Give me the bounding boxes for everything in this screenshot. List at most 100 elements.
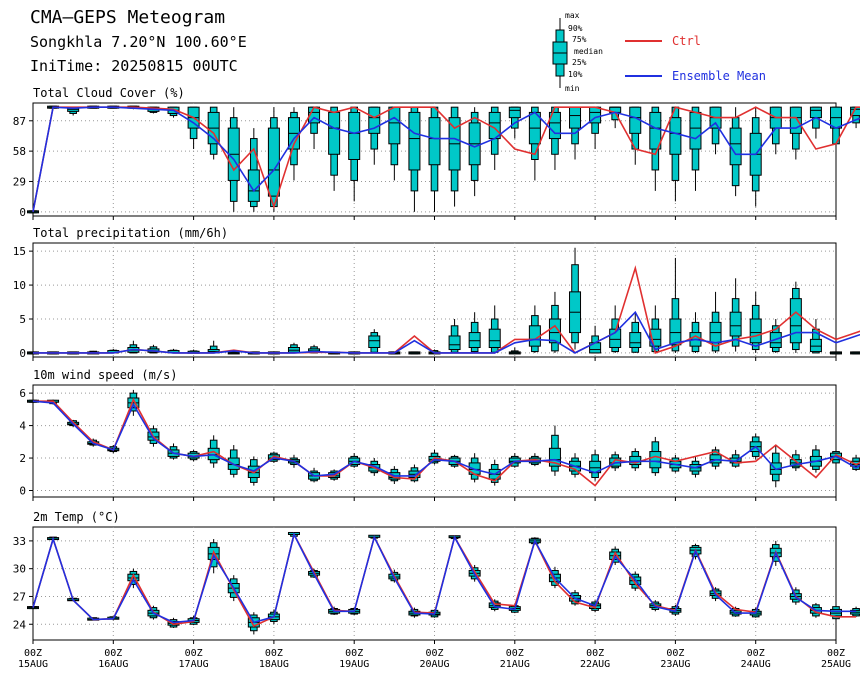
- box-inner: [729, 127, 742, 166]
- y-tick-label: 87: [13, 115, 26, 128]
- box-inner: [789, 298, 802, 344]
- box-plot: [27, 210, 39, 214]
- legend-box-label: 90%: [568, 24, 583, 33]
- box-plot: [609, 451, 622, 472]
- y-tick-label: 24: [13, 618, 27, 631]
- y-tick-label: 10: [13, 279, 26, 292]
- box-plot: [669, 106, 682, 202]
- box-plot: [769, 106, 782, 155]
- panel: Total precipitation (mm/6h) 0 5 10 15: [13, 226, 860, 361]
- box-plot: [689, 106, 702, 191]
- box-inner: [488, 328, 501, 348]
- x-axis-labels: 00Z15AUG00Z16AUG00Z17AUG00Z18AUG00Z19AUG…: [18, 648, 851, 670]
- y-tick-label: 33: [13, 535, 26, 548]
- box-inner: [468, 332, 481, 349]
- legend-box-label: max: [565, 11, 580, 20]
- box-inner: [669, 318, 682, 346]
- box-plot: [629, 312, 642, 353]
- legend-box-label: 75%: [572, 35, 587, 44]
- box-plot: [709, 106, 722, 155]
- box-inner: [649, 111, 662, 150]
- box-inner: [348, 111, 361, 160]
- box-inner: [267, 127, 280, 197]
- panel-title: Total Cloud Cover (%): [33, 86, 185, 100]
- box-plot: [589, 325, 602, 354]
- x-tick-date: 24AUG: [741, 659, 771, 670]
- init-time-label: IniTime: 20250815 00UTC: [30, 57, 238, 75]
- box-inner: [789, 106, 802, 134]
- box-inner: [809, 338, 822, 353]
- x-tick-date: 25AUG: [821, 659, 851, 670]
- x-tick-date: 22AUG: [580, 659, 610, 670]
- box-inner: [328, 111, 341, 155]
- y-tick-label: 6: [19, 387, 26, 400]
- x-tick-hour: 00Z: [24, 648, 42, 659]
- panel: 10m wind speed (m/s) 0 2 4 6: [19, 368, 860, 501]
- panel-title: 2m Temp (°C): [33, 510, 120, 524]
- box-inner: [669, 117, 682, 155]
- panel-title: Total precipitation (mm/6h): [33, 226, 228, 240]
- box-plot: [749, 107, 762, 207]
- x-tick-hour: 00Z: [586, 648, 604, 659]
- box-plot: [729, 606, 742, 617]
- box-inner: [548, 111, 561, 140]
- x-tick-date: 19AUG: [339, 659, 369, 670]
- legend-mean-label: Ensemble Mean: [672, 69, 766, 83]
- box-inner: [368, 106, 381, 134]
- box-plot: [629, 448, 642, 472]
- box-plot: [809, 445, 822, 473]
- box-plot: [769, 319, 782, 353]
- x-tick-date: 23AUG: [660, 659, 690, 670]
- x-tick-hour: 00Z: [345, 648, 363, 659]
- x-tick-hour: 00Z: [827, 648, 845, 659]
- box-plot: [428, 106, 441, 212]
- box-plot: [809, 319, 822, 354]
- y-tick-label: 15: [13, 245, 26, 258]
- box-plot: [328, 106, 341, 191]
- box-inner: [548, 447, 561, 467]
- box-inner: [629, 332, 642, 349]
- box-plot: [508, 106, 521, 139]
- legend-box-label: 25%: [572, 58, 587, 67]
- y-tick-label: 58: [13, 145, 26, 158]
- x-tick-hour: 00Z: [666, 648, 684, 659]
- box-plot: [729, 107, 742, 197]
- box-plot: [850, 351, 860, 355]
- box-plot: [187, 106, 200, 150]
- x-tick-date: 20AUG: [419, 659, 449, 670]
- box-plot: [448, 319, 461, 353]
- box-plot: [569, 247, 582, 350]
- box-plot: [830, 603, 842, 621]
- ensemble-mean-line: [32, 400, 860, 477]
- x-tick-hour: 00Z: [506, 648, 524, 659]
- legend-ctrl-label: Ctrl: [672, 34, 701, 48]
- x-tick-hour: 00Z: [265, 648, 283, 659]
- x-tick-date: 18AUG: [259, 659, 289, 670]
- y-tick-label: 5: [19, 313, 26, 326]
- y-tick-label: 29: [13, 175, 26, 188]
- y-tick-label: 4: [19, 420, 26, 433]
- box-plot: [348, 106, 361, 202]
- box-plot: [287, 342, 300, 354]
- box-plot: [789, 281, 802, 353]
- ensemble-mean-line: [32, 532, 857, 624]
- box-plot: [609, 305, 622, 353]
- y-tick-label: 2: [19, 452, 26, 465]
- box-plot: [649, 106, 662, 191]
- x-tick-hour: 00Z: [425, 648, 443, 659]
- box-plot: [830, 351, 842, 355]
- box-plot: [789, 106, 802, 160]
- x-tick-date: 15AUG: [18, 659, 48, 670]
- box-plot: [488, 305, 501, 353]
- x-tick-date: 17AUG: [179, 659, 209, 670]
- box-plot: [689, 312, 702, 353]
- box-inner: [207, 447, 220, 461]
- box-plot: [508, 347, 521, 355]
- box-plot: [127, 568, 140, 589]
- box-plot: [749, 291, 762, 353]
- panel: 2m Temp (°C) 24 27 30 33: [13, 510, 860, 644]
- y-tick-label: 30: [13, 563, 26, 576]
- legend-box-label: median: [574, 47, 603, 56]
- box-inner: [428, 117, 441, 166]
